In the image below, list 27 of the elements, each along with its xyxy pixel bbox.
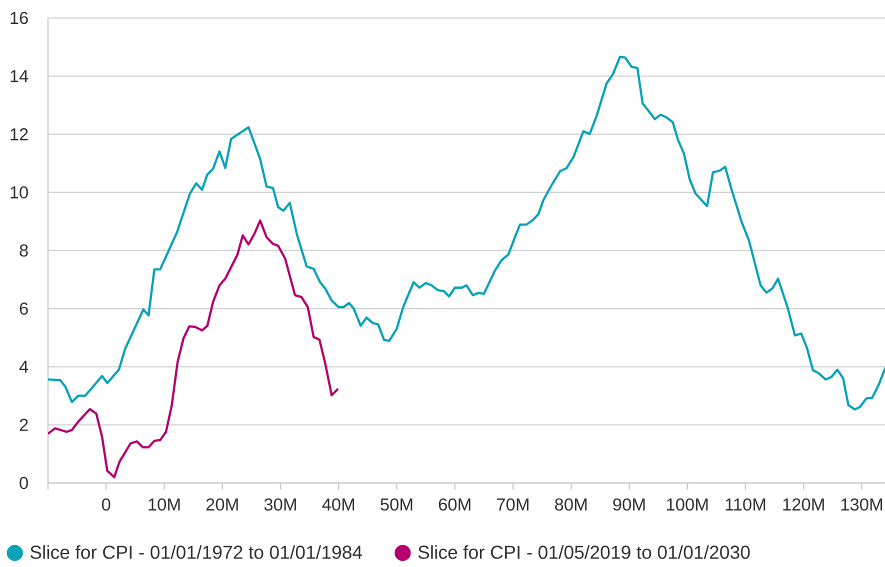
x-tick-label: 60M: [438, 498, 470, 511]
x-tick-label: 130M: [841, 498, 882, 511]
x-tick-label: 80M: [555, 498, 587, 511]
x-tick-label: 50M: [380, 498, 412, 511]
x-tick-label: 40M: [322, 498, 354, 511]
x-tick-label: 10M: [148, 498, 180, 511]
y-tick-label: 0: [20, 476, 28, 490]
line-series: [48, 219, 339, 478]
y-tick-label: 2: [20, 418, 28, 431]
x-tick-label: 110M: [726, 498, 766, 511]
x-tick-label: 30M: [264, 498, 296, 511]
x-tick-label: 20M: [206, 498, 238, 511]
x-tick-label: 0: [102, 498, 110, 511]
x-tick-label: 70M: [497, 498, 528, 511]
x-tick-label: 120M: [783, 498, 824, 511]
line-series: [48, 56, 885, 411]
y-tick-label: 16: [10, 12, 28, 24]
y-tick-label: 6: [20, 302, 28, 315]
y-tick-label: 10: [10, 186, 28, 198]
x-tick-label: 100M: [667, 498, 708, 511]
y-tick-label: 8: [20, 244, 28, 257]
legend-label: Slice for CPI - 01/05/2019 to 01/01/2030: [418, 545, 750, 559]
x-tick-label: 90M: [613, 498, 645, 511]
y-tick-label: 4: [19, 360, 28, 373]
y-tick-label: 14: [10, 70, 28, 82]
y-tick-label: 12: [10, 128, 28, 140]
legend-label: Slice for CPI - 01/01/1972 to 01/01/1984: [30, 545, 362, 559]
